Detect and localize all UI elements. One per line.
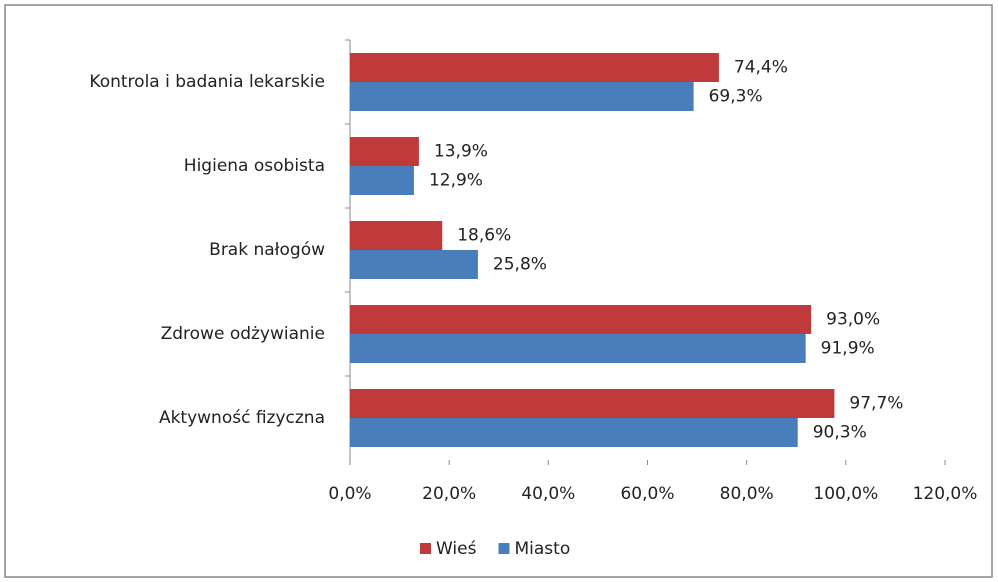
legend-label: Wieś (436, 539, 477, 559)
bar (350, 53, 719, 82)
data-label: 91,9% (821, 339, 875, 359)
bar (350, 305, 812, 334)
data-label: 18,6% (457, 226, 511, 246)
data-label: 90,3% (813, 423, 867, 443)
data-label: 97,7% (849, 394, 903, 414)
bar (350, 166, 414, 195)
bar (350, 418, 798, 447)
y-tick-label: Zdrowe odżywianie (161, 324, 325, 344)
bar (350, 82, 694, 111)
x-tick-label: 120,0% (913, 484, 978, 504)
x-tick-label: 60,0% (620, 484, 674, 504)
bar (350, 334, 806, 363)
y-tick-label: Kontrola i badania lekarskie (89, 72, 325, 92)
y-tick-label: Brak nałogów (209, 240, 325, 260)
data-label: 13,9% (434, 142, 488, 162)
data-label: 12,9% (429, 171, 483, 191)
data-label: 93,0% (826, 310, 880, 330)
y-tick-label: Aktywność fizyczna (159, 408, 325, 428)
x-tick-label: 80,0% (720, 484, 774, 504)
bar (350, 221, 443, 250)
y-tick-label: Higiena osobista (184, 156, 325, 176)
legend-swatch (498, 543, 510, 554)
x-tick-label: 0,0% (328, 484, 371, 504)
x-tick-label: 20,0% (422, 484, 476, 504)
bar (350, 250, 478, 279)
x-tick-label: 40,0% (521, 484, 575, 504)
data-label: 74,4% (734, 58, 788, 78)
bar (350, 389, 835, 418)
data-label: 69,3% (709, 87, 763, 107)
bar (350, 137, 419, 166)
x-tick-label: 100,0% (813, 484, 878, 504)
legend-swatch (420, 543, 431, 554)
data-label: 25,8% (493, 255, 547, 275)
legend-label: Miasto (514, 539, 570, 559)
